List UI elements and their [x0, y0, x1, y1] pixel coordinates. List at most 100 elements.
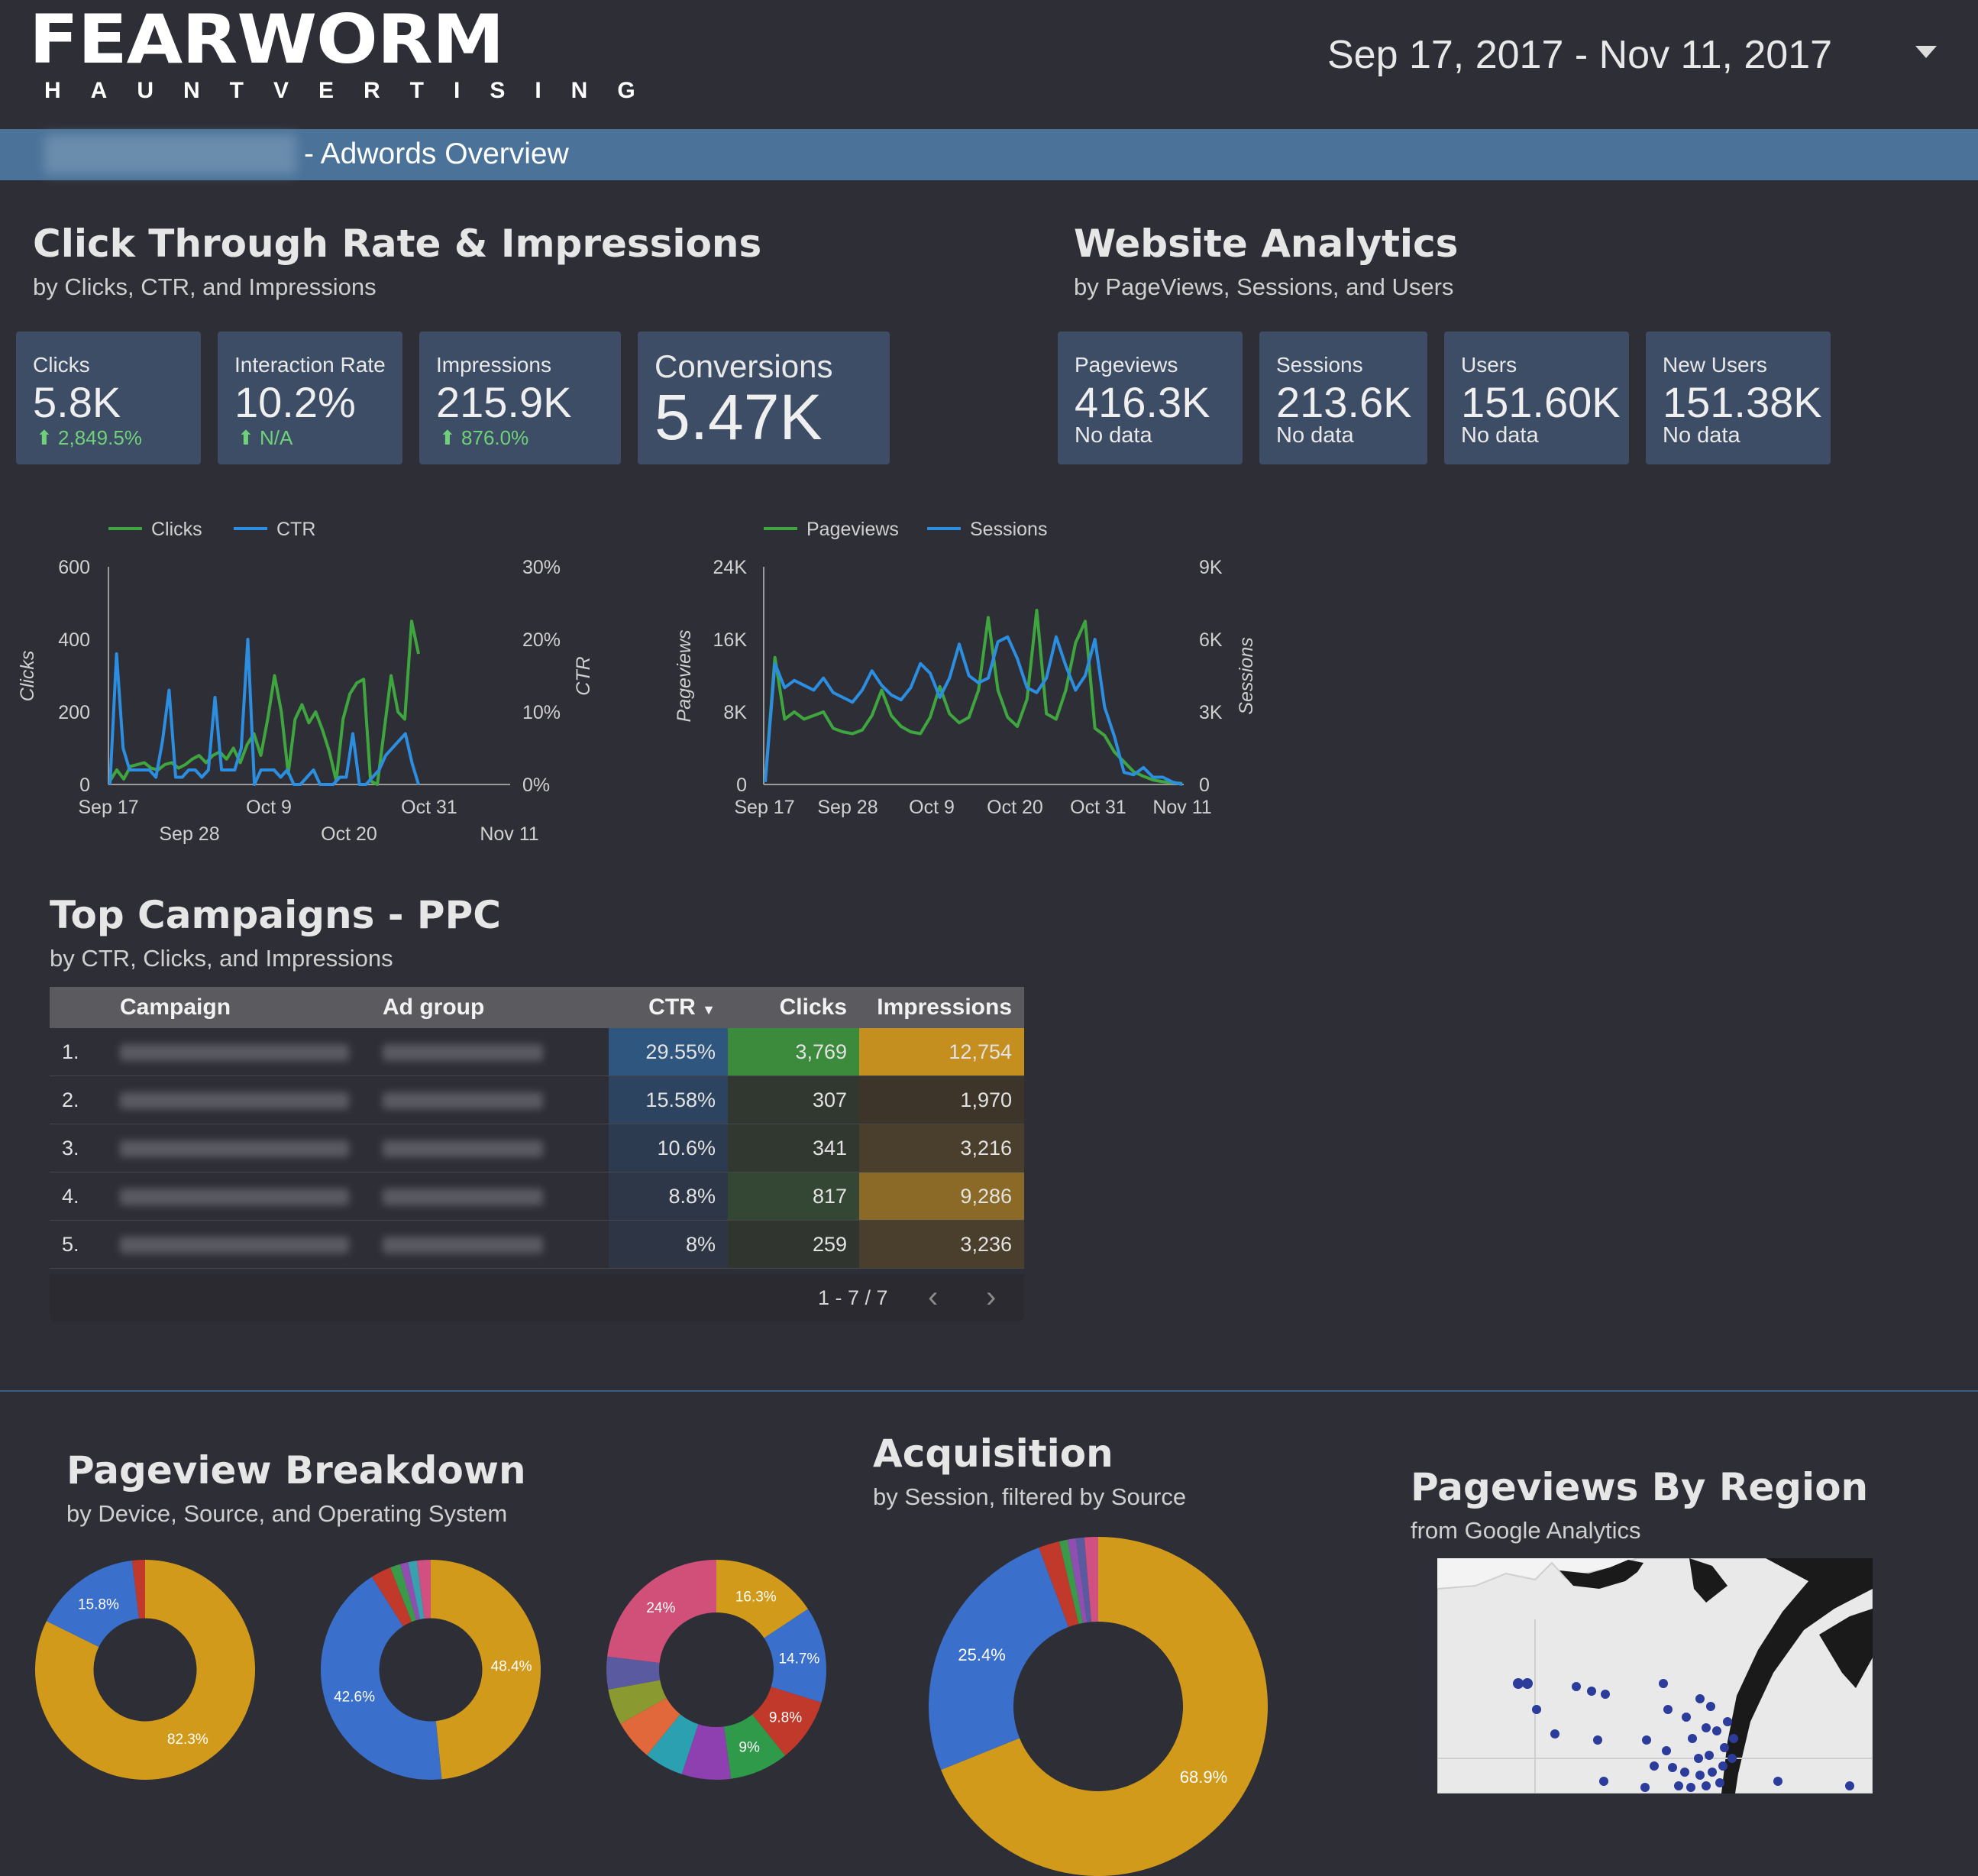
scorecard-new-users[interactable]: New Users 151.38K No data: [1646, 332, 1831, 464]
x-tick: Nov 11: [480, 823, 538, 845]
pageviews-sessions-chart[interactable]: Pageviews Sessions 24K 16K 8K 0 9K 6K 3K…: [657, 504, 1283, 856]
series-line-sessions: [764, 635, 1183, 786]
donut-slice[interactable]: [1067, 1538, 1088, 1623]
donut-slice[interactable]: [408, 1561, 425, 1619]
ctr-header[interactable]: CTR ▼: [609, 987, 728, 1028]
region-marker: [1686, 1783, 1695, 1792]
donut-slice[interactable]: [371, 1567, 412, 1627]
donut-slice[interactable]: [751, 1687, 822, 1756]
donut-slice[interactable]: [1075, 1537, 1091, 1622]
scorecard-conversions[interactable]: Conversions 5.47K: [638, 332, 890, 464]
table-row[interactable]: 3. 10.6% 341 3,216: [50, 1124, 1024, 1172]
row-index: 5.: [50, 1220, 108, 1269]
scorecard-value: 151.38K: [1663, 378, 1822, 426]
scorecard-value: 5.8K: [33, 378, 121, 426]
x-tick: Sep 28: [159, 823, 219, 845]
donut-slice[interactable]: [131, 1560, 145, 1619]
y-tick-right: 0%: [522, 775, 550, 796]
donut-slice[interactable]: [389, 1564, 417, 1622]
campaign-cell: [108, 1124, 370, 1172]
region-marker: [1572, 1682, 1581, 1691]
table-pagination: 1 - 7 / 7 ‹ ›: [50, 1274, 1024, 1321]
donut-slice[interactable]: [941, 1537, 1268, 1876]
region-marker: [1650, 1761, 1659, 1771]
scorecard-value: 151.60K: [1461, 378, 1621, 426]
region-marker: [1642, 1735, 1651, 1745]
map-land: [1437, 1558, 1873, 1794]
donut-slice[interactable]: [320, 1577, 442, 1780]
donut-slice[interactable]: [607, 1560, 716, 1663]
donut-slice[interactable]: [46, 1561, 139, 1648]
acquisition-donut-chart[interactable]: 68.9% 25.4%: [929, 1537, 1268, 1876]
x-tick: Oct 9: [909, 797, 955, 818]
device-donut-chart[interactable]: 82.3% 15.8%: [31, 1555, 260, 1784]
region-marker: [1715, 1778, 1724, 1787]
scorecard-label: Pageviews: [1075, 353, 1178, 377]
region-marker: [1593, 1735, 1602, 1745]
ad-group-header[interactable]: Ad group: [370, 987, 609, 1028]
table-row[interactable]: 4. 8.8% 817 9,286: [50, 1172, 1024, 1221]
campaign-header[interactable]: Campaign: [108, 987, 370, 1028]
chevron-down-icon[interactable]: [1915, 46, 1937, 58]
os-donut-chart[interactable]: 16.3% 14.7% 9.8% 9% 24%: [602, 1555, 831, 1784]
donut-slice[interactable]: [647, 1714, 699, 1774]
donut-slice[interactable]: [681, 1724, 732, 1780]
impressions-cell: 9,286: [859, 1172, 1024, 1221]
table-row[interactable]: 2. 15.58% 307 1,970: [50, 1075, 1024, 1124]
impressions-header[interactable]: Impressions: [859, 987, 1024, 1028]
scorecard-clicks[interactable]: Clicks 5.8K ⬆ 2,849.5%: [16, 332, 201, 464]
region-marker: [1718, 1761, 1728, 1771]
scorecard-sessions[interactable]: Sessions 213.6K No data: [1259, 332, 1427, 464]
region-map[interactable]: [1437, 1558, 1873, 1794]
scorecard-impressions[interactable]: Impressions 215.9K ⬆ 876.0%: [419, 332, 621, 464]
donut-slice[interactable]: [608, 1680, 667, 1724]
scorecard-note: No data: [1276, 423, 1354, 448]
scorecard-label: Sessions: [1276, 353, 1363, 377]
clicks-cell: 817: [728, 1172, 859, 1221]
scorecard-value: 213.6K: [1276, 378, 1412, 426]
region-marker: [1720, 1743, 1729, 1752]
region-marker: [1702, 1723, 1711, 1732]
donut-slice-label: 15.8%: [78, 1597, 119, 1613]
table-row[interactable]: 5. 8% 259 3,236: [50, 1220, 1024, 1269]
donut-slice[interactable]: [716, 1560, 808, 1638]
clicks-ctr-chart[interactable]: Clicks CTR 600 400 200 0 30% 20% 10% 0% …: [0, 504, 626, 856]
clicks-header[interactable]: Clicks: [728, 987, 859, 1028]
pagination-status: 1 - 7 / 7: [818, 1286, 888, 1309]
scorecard-interaction-rate[interactable]: Interaction Rate 10.2% ⬆ N/A: [218, 332, 402, 464]
region-marker: [1712, 1726, 1721, 1735]
region-marker: [1702, 1781, 1711, 1790]
table-row[interactable]: 1. 29.55% 3,769 12,754: [50, 1028, 1024, 1076]
donut-slice[interactable]: [620, 1697, 680, 1755]
acquisition-title: Acquisition: [873, 1431, 1113, 1476]
x-tick: Oct 9: [246, 797, 292, 818]
date-range-picker[interactable]: Sep 17, 2017 - Nov 11, 2017: [1327, 33, 1833, 77]
donut-slice[interactable]: [606, 1656, 661, 1690]
next-page-icon[interactable]: ›: [986, 1280, 997, 1314]
donut-slice[interactable]: [35, 1560, 256, 1780]
redacted-text: [120, 1044, 349, 1062]
donut-slice[interactable]: [399, 1562, 421, 1621]
region-marker: [1659, 1679, 1668, 1688]
donut-slice[interactable]: [416, 1560, 431, 1619]
donut-slice[interactable]: [764, 1609, 826, 1703]
pageview-breakdown-title: Pageview Breakdown: [66, 1448, 526, 1493]
donut-slice[interactable]: [1039, 1541, 1079, 1628]
region-markers: [1513, 1678, 1854, 1792]
donut-slice[interactable]: [431, 1560, 541, 1780]
scorecard-value: 10.2%: [234, 378, 356, 426]
donut-slice[interactable]: [723, 1714, 786, 1779]
scorecard-pageviews[interactable]: Pageviews 416.3K No data: [1058, 332, 1243, 464]
impressions-cell: 3,216: [859, 1124, 1024, 1172]
donut-slice[interactable]: [1084, 1537, 1098, 1622]
clicks-cell: 259: [728, 1220, 859, 1269]
region-marker: [1695, 1694, 1705, 1703]
donut-slice[interactable]: [1058, 1539, 1083, 1624]
x-tick: Oct 20: [987, 797, 1043, 818]
donut-slice-label: 9%: [739, 1740, 760, 1756]
donut-slice[interactable]: [929, 1548, 1069, 1771]
prev-page-icon[interactable]: ‹: [928, 1280, 939, 1314]
source-donut-chart[interactable]: 48.4% 42.6%: [316, 1555, 545, 1784]
redacted-text: [120, 1140, 349, 1158]
scorecard-users[interactable]: Users 151.60K No data: [1444, 332, 1629, 464]
